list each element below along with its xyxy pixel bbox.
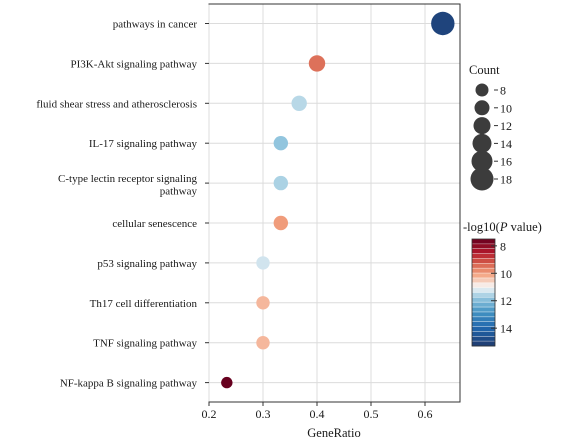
colorbar-tick-label: 12 xyxy=(500,294,512,308)
x-tick-label: 0.5 xyxy=(364,407,379,421)
size-legend-label: 12 xyxy=(500,119,512,133)
y-tick-label: fluid shear stress and atherosclerosis xyxy=(36,98,197,110)
colorbar xyxy=(471,238,496,347)
colorbar-segment xyxy=(472,243,495,250)
y-tick-label-line: pathway xyxy=(160,186,198,198)
size-legend-circle xyxy=(473,117,491,135)
size-legend-title: Count xyxy=(469,63,500,77)
y-tick-label: NF-kappa B signaling pathway xyxy=(60,378,198,390)
y-tick-label: IL-17 signaling pathway xyxy=(89,138,198,150)
colorbar-segment xyxy=(472,297,495,303)
data-point xyxy=(431,11,455,36)
colorbar-segment xyxy=(472,253,495,259)
colorbar-tick-label: 8 xyxy=(500,239,506,253)
data-point xyxy=(221,376,233,389)
grid-lines xyxy=(208,4,460,402)
colorbar-segment xyxy=(472,307,495,313)
y-tick-label: PI3K-Akt signaling pathway xyxy=(71,58,198,70)
colorbar-segment xyxy=(472,258,495,264)
y-axis-labels: pathways in cancer PI3K-Akt signaling pat… xyxy=(36,19,197,390)
data-point xyxy=(273,136,289,151)
y-tick-label: Th17 cell differentiation xyxy=(90,298,198,310)
size-legend-label: 14 xyxy=(500,137,512,151)
x-axis-tick-labels: 0.2 0.3 0.4 0.5 0.6 xyxy=(202,407,433,421)
data-point xyxy=(308,55,326,72)
colorbar-segment xyxy=(472,341,495,347)
size-legend-circle xyxy=(474,100,490,116)
colorbar-tick-label: 14 xyxy=(500,322,512,336)
colorbar-segment xyxy=(472,282,495,289)
colorbar-segment xyxy=(472,316,495,323)
plot-panel xyxy=(208,3,461,403)
y-tick-label: TNF signaling pathway xyxy=(93,338,197,350)
colorbar-segment xyxy=(472,321,495,327)
colorbar-ticks: 8 10 12 14 xyxy=(491,239,512,336)
data-point xyxy=(273,175,289,191)
size-legend-circle xyxy=(471,150,493,172)
data-points xyxy=(221,11,455,389)
data-point xyxy=(273,215,289,231)
colorbar-segment xyxy=(472,277,495,284)
colorbar-frame xyxy=(471,238,496,347)
data-point xyxy=(256,256,270,270)
x-axis-ticks xyxy=(208,402,426,406)
y-tick-label-line: C-type lectin receptor signaling xyxy=(58,173,197,185)
data-point xyxy=(256,296,270,310)
x-tick-label: 0.4 xyxy=(310,407,325,421)
colorbar-segment xyxy=(472,287,495,293)
colorbar-segment xyxy=(472,331,495,337)
y-tick-label: p53 signaling pathway xyxy=(97,258,197,270)
color-legend-title-suffix: value) xyxy=(507,220,541,234)
y-axis-ticks xyxy=(205,23,209,384)
colorbar-tick-label: 10 xyxy=(500,267,512,281)
colorbar-segment xyxy=(472,302,495,308)
colorbar-segment xyxy=(472,311,495,318)
x-tick-label: 0.3 xyxy=(256,407,271,421)
x-tick-label: 0.6 xyxy=(418,407,433,421)
colorbar-segment xyxy=(472,263,495,269)
size-legend: Count 8 10 12 14 16 18 xyxy=(469,63,512,191)
color-legend: -log10(P value) 8 10 12 14 xyxy=(463,220,542,347)
size-legend-label: 10 xyxy=(500,101,512,115)
color-legend-title: -log10(P value) xyxy=(463,220,542,234)
data-point xyxy=(291,95,307,112)
x-tick-label: 0.2 xyxy=(202,407,217,421)
colorbar-segment xyxy=(472,273,495,279)
size-legend-items: 8 10 12 14 16 18 xyxy=(470,83,512,191)
colorbar-segment xyxy=(472,248,495,254)
data-point xyxy=(256,336,270,350)
size-legend-circle xyxy=(475,83,489,97)
colorbar-segment xyxy=(472,336,495,342)
size-legend-label: 16 xyxy=(500,155,512,169)
size-legend-label: 8 xyxy=(500,84,506,98)
size-legend-circle xyxy=(472,133,492,153)
colorbar-segment xyxy=(472,326,495,332)
colorbar-segment xyxy=(472,292,495,298)
color-legend-title-italic: P xyxy=(499,220,508,234)
x-axis-title: GeneRatio xyxy=(307,426,360,440)
y-tick-label: cellular senescence xyxy=(112,218,197,230)
colorbar-segment xyxy=(472,239,495,245)
size-legend-circle xyxy=(470,167,494,191)
size-legend-label: 18 xyxy=(500,173,512,187)
color-legend-title-prefix: -log10( xyxy=(463,220,500,234)
colorbar-segment xyxy=(472,268,495,274)
y-tick-label: C-type lectin receptor signaling pathway xyxy=(58,173,197,198)
y-tick-label: pathways in cancer xyxy=(113,19,198,31)
